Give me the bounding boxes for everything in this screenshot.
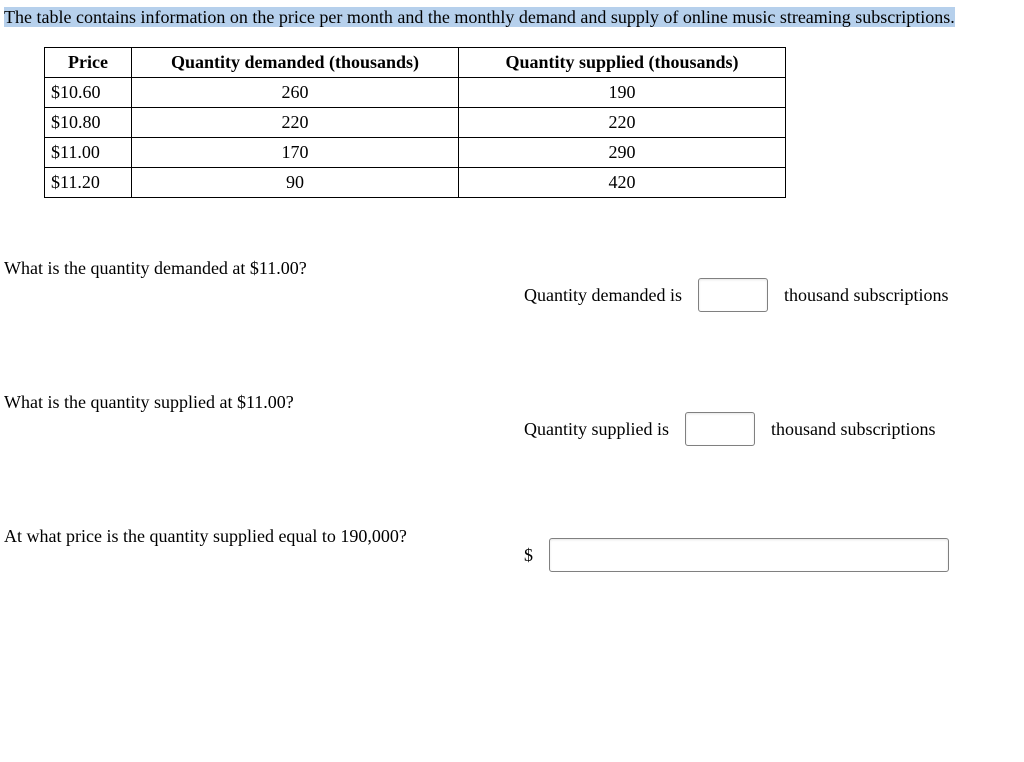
- question-2: What is the quantity supplied at $11.00?…: [0, 392, 1024, 446]
- cell-price: $10.60: [45, 78, 132, 108]
- q2-prompt: What is the quantity supplied at $11.00?: [4, 392, 524, 413]
- q1-unit: thousand subscriptions: [784, 285, 949, 306]
- cell-qs: 290: [459, 138, 786, 168]
- cell-qs: 420: [459, 168, 786, 198]
- cell-qs: 220: [459, 108, 786, 138]
- question-1: What is the quantity demanded at $11.00?…: [0, 258, 1024, 312]
- table-header-row: Price Quantity demanded (thousands) Quan…: [45, 48, 786, 78]
- question-3: At what price is the quantity supplied e…: [0, 526, 1024, 572]
- q2-unit: thousand subscriptions: [771, 419, 936, 440]
- q2-label: Quantity supplied is: [524, 419, 669, 440]
- q1-answer-area: Quantity demanded is thousand subscripti…: [524, 258, 1024, 312]
- cell-qd: 170: [132, 138, 459, 168]
- q2-answer-area: Quantity supplied is thousand subscripti…: [524, 392, 1024, 446]
- intro-text: The table contains information on the pr…: [0, 0, 1024, 31]
- q1-label: Quantity demanded is: [524, 285, 682, 306]
- q1-input[interactable]: [698, 278, 768, 312]
- q3-currency: $: [524, 545, 533, 566]
- table-row: $10.80 220 220: [45, 108, 786, 138]
- q2-input[interactable]: [685, 412, 755, 446]
- cell-qd: 220: [132, 108, 459, 138]
- table-row: $11.20 90 420: [45, 168, 786, 198]
- cell-qd: 260: [132, 78, 459, 108]
- cell-qd: 90: [132, 168, 459, 198]
- cell-price: $10.80: [45, 108, 132, 138]
- table-row: $10.60 260 190: [45, 78, 786, 108]
- intro-highlight: The table contains information on the pr…: [4, 7, 955, 27]
- q1-prompt: What is the quantity demanded at $11.00?: [4, 258, 524, 279]
- q3-answer-area: $: [524, 526, 1024, 572]
- q3-input[interactable]: [549, 538, 949, 572]
- cell-qs: 190: [459, 78, 786, 108]
- q3-prompt: At what price is the quantity supplied e…: [4, 526, 524, 547]
- col-header-qs: Quantity supplied (thousands): [459, 48, 786, 78]
- cell-price: $11.20: [45, 168, 132, 198]
- cell-price: $11.00: [45, 138, 132, 168]
- col-header-qd: Quantity demanded (thousands): [132, 48, 459, 78]
- data-table-wrap: Price Quantity demanded (thousands) Quan…: [44, 47, 1024, 198]
- table-row: $11.00 170 290: [45, 138, 786, 168]
- supply-demand-table: Price Quantity demanded (thousands) Quan…: [44, 47, 786, 198]
- col-header-price: Price: [45, 48, 132, 78]
